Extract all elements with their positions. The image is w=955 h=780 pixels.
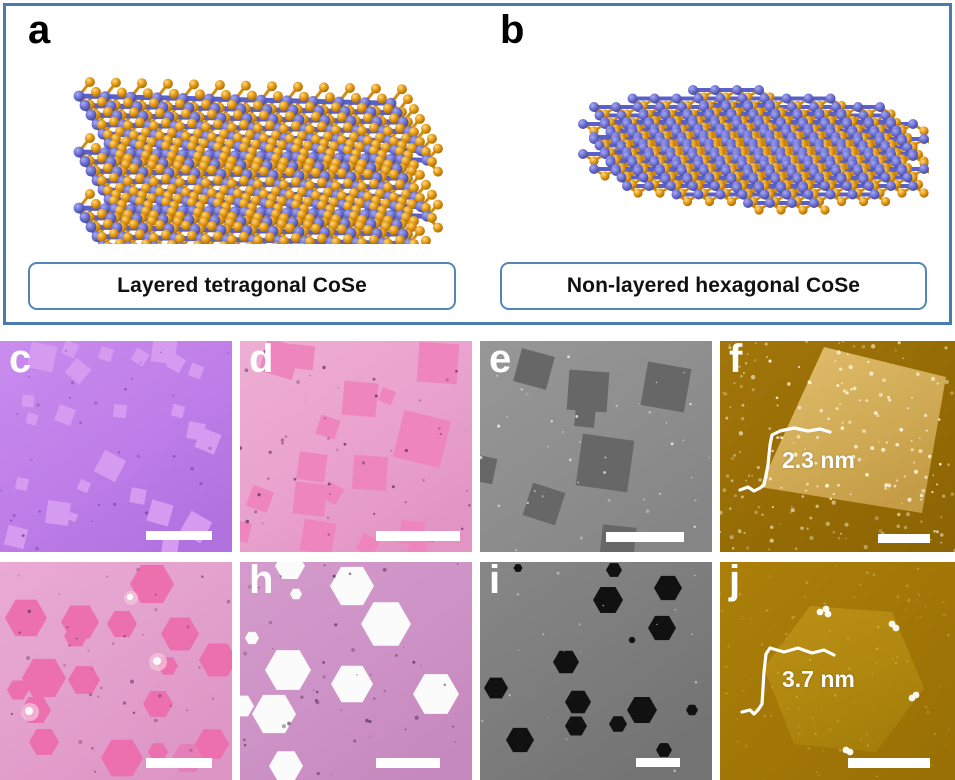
panel-letter-e: e bbox=[489, 341, 512, 381]
panel-j-step-profile-trace bbox=[740, 646, 836, 716]
panel-i-image bbox=[480, 562, 712, 780]
panel-f-afm-square-flake: f 2.3 nm bbox=[720, 341, 955, 552]
panel-j-afm-hexagon-flake: j 3.7 nm bbox=[720, 562, 955, 780]
panel-letter-i: i bbox=[489, 562, 501, 602]
panel-g-scale-bar bbox=[146, 758, 212, 768]
panel-f-image bbox=[720, 341, 955, 552]
panel-letter-h: h bbox=[249, 562, 274, 602]
panel-letter-j: j bbox=[729, 562, 741, 602]
panel-d-image bbox=[240, 341, 472, 552]
panel-b-caption-box: Non-layered hexagonal CoSe bbox=[500, 262, 927, 310]
panel-a-caption-text: Layered tetragonal CoSe bbox=[117, 274, 367, 297]
panel-c-optical-square-flakes: c bbox=[0, 341, 232, 552]
panel-h-image bbox=[240, 562, 472, 780]
panel-b-caption-text: Non-layered hexagonal CoSe bbox=[566, 274, 861, 297]
panel-a-layered-tetragonal: a bbox=[6, 6, 478, 322]
panel-j-scale-bar bbox=[848, 758, 930, 768]
panel-h-optical-hexagon-flakes: h bbox=[240, 562, 472, 780]
panel-letter-c: c bbox=[9, 341, 32, 381]
panel-letter-a: a bbox=[28, 8, 51, 52]
panel-e-sem-square-flakes: e bbox=[480, 341, 712, 552]
panel-letter-d: d bbox=[249, 341, 274, 381]
lattice-svg-a bbox=[73, 77, 443, 244]
panel-g-image bbox=[0, 562, 232, 780]
panel-e-image bbox=[480, 341, 712, 552]
panel-j-image bbox=[720, 562, 955, 780]
lattice-svg-b bbox=[577, 85, 929, 215]
panel-i-sem-hexagon-flakes: i bbox=[480, 562, 712, 780]
panel-f-thickness-label: 2.3 nm bbox=[782, 447, 855, 473]
panel-letter-b: b bbox=[500, 8, 525, 52]
panel-i-scale-bar bbox=[636, 758, 680, 767]
crystal-structure-section: a bbox=[3, 3, 952, 325]
panel-b-non-layered-hexagonal: b bbox=[478, 6, 949, 322]
panel-c-image bbox=[0, 341, 232, 552]
layered-tetragonal-lattice-illustration bbox=[6, 44, 478, 244]
panel-e-scale-bar bbox=[606, 532, 684, 542]
panel-a-caption-box: Layered tetragonal CoSe bbox=[28, 262, 456, 310]
panel-letter-f: f bbox=[729, 341, 743, 381]
panel-d-optical-square-flakes: d bbox=[240, 341, 472, 552]
panel-h-scale-bar bbox=[376, 758, 440, 768]
panel-f-step-profile-trace bbox=[738, 426, 832, 493]
panel-f-scale-bar bbox=[878, 534, 930, 543]
panel-g-optical-hexagon-flakes: g bbox=[0, 562, 232, 780]
panel-d-scale-bar bbox=[376, 531, 460, 541]
non-layered-hexagonal-lattice-illustration bbox=[478, 44, 949, 244]
panel-c-scale-bar bbox=[146, 531, 212, 540]
panel-j-thickness-label: 3.7 nm bbox=[782, 666, 855, 692]
